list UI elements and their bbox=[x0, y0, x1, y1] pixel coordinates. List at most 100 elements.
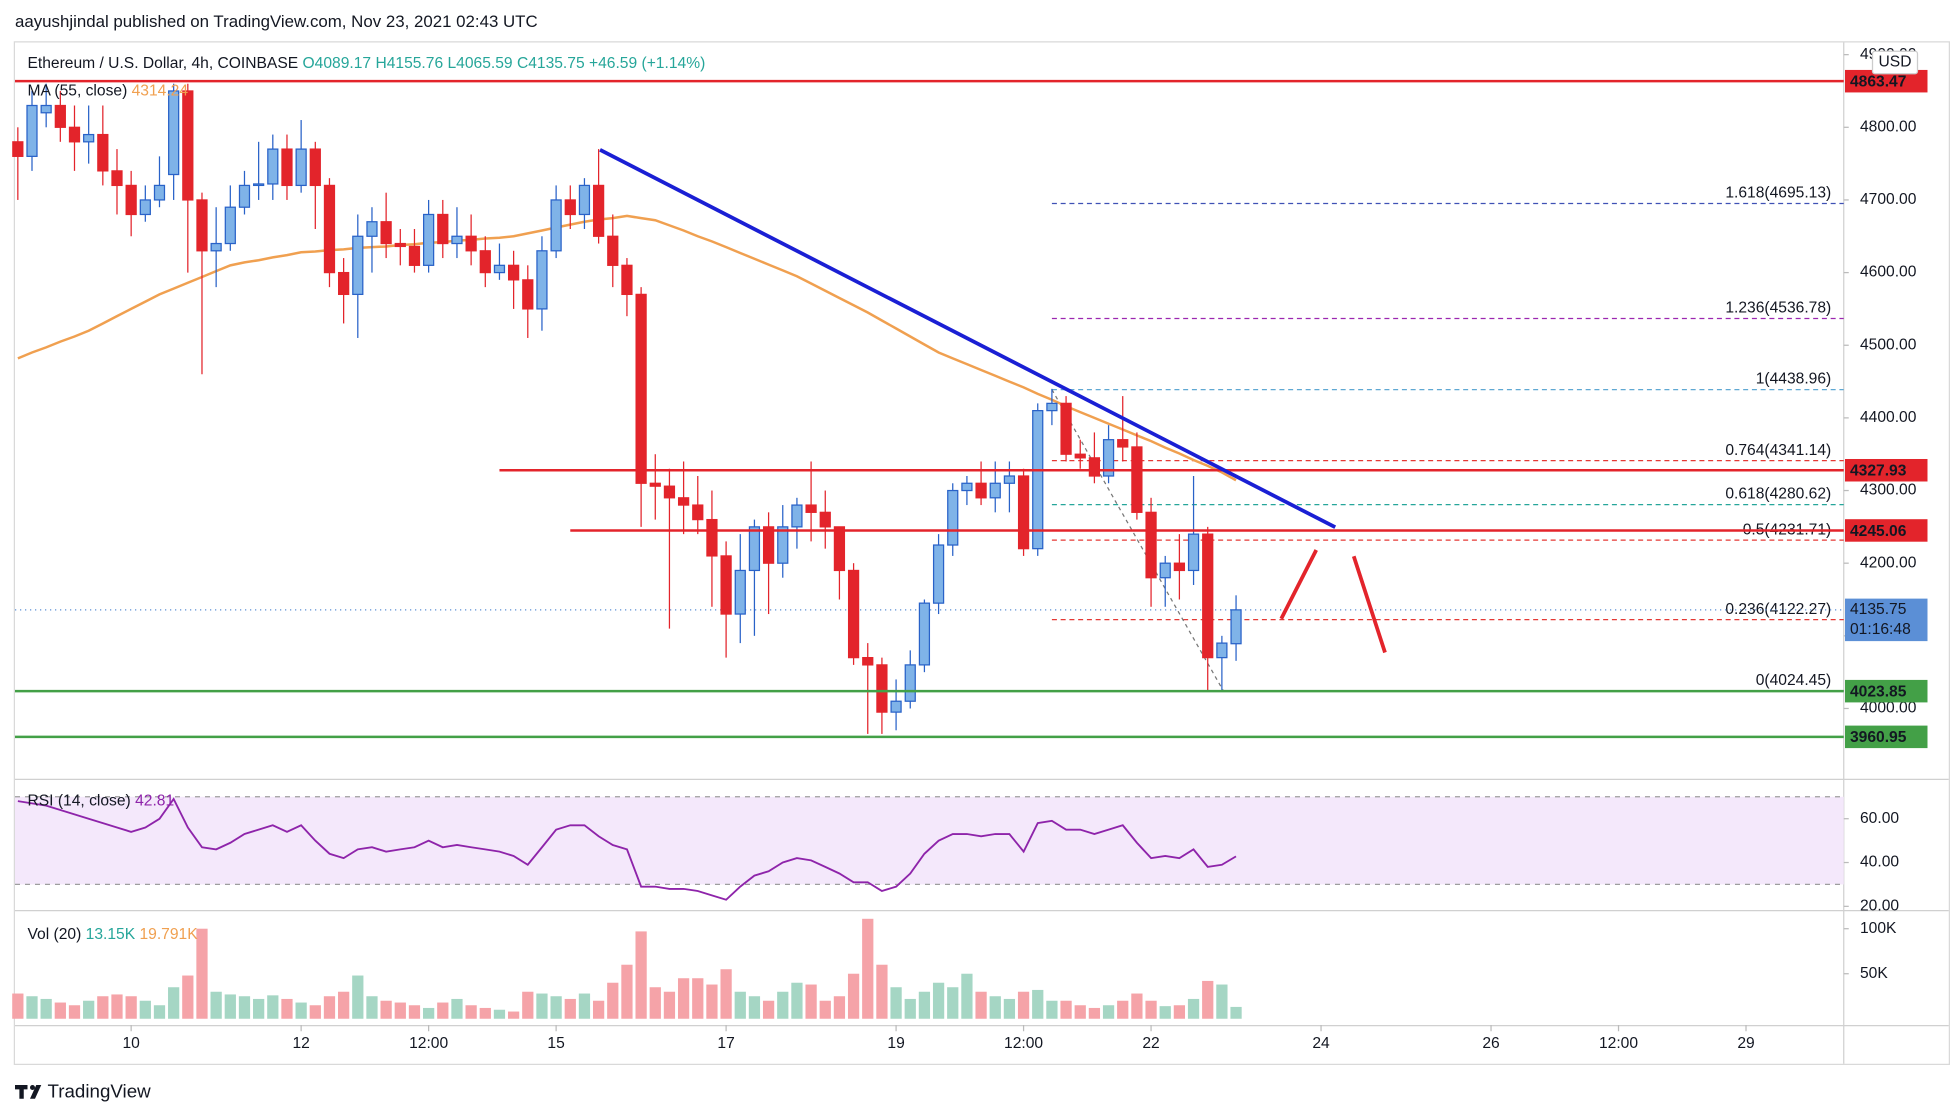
x-tick-label: 12:00 bbox=[1004, 1035, 1043, 1052]
candle-body bbox=[451, 235, 463, 245]
x-tick-label: 29 bbox=[1737, 1035, 1754, 1052]
candle-body bbox=[323, 184, 336, 274]
x-tick-label: 12:00 bbox=[1599, 1035, 1638, 1052]
level-label: 4327.93 bbox=[1850, 463, 1907, 480]
candle-body bbox=[238, 184, 251, 208]
volume-bar bbox=[253, 998, 265, 1019]
x-tick-label: 12 bbox=[292, 1035, 309, 1052]
candle-body bbox=[564, 199, 576, 216]
fib-label: 0.618(4280.62) bbox=[1725, 486, 1831, 503]
candle-body bbox=[1074, 453, 1086, 459]
volume-bar bbox=[267, 995, 279, 1019]
volume-bar bbox=[1173, 1005, 1186, 1019]
x-tick-label: 17 bbox=[717, 1035, 734, 1052]
symbol-title: Ethereum / U.S. Dollar, 4h, COINBASE bbox=[28, 55, 299, 72]
candle-body bbox=[507, 264, 520, 281]
price-label-box bbox=[1845, 519, 1928, 542]
volume-bar bbox=[352, 975, 364, 1019]
candle-body bbox=[1145, 511, 1157, 579]
y-tick-label: 4300.00 bbox=[1860, 482, 1917, 499]
currency-box bbox=[1871, 50, 1919, 75]
candle-body bbox=[522, 279, 534, 310]
y-tick-label: 4200.00 bbox=[1860, 554, 1917, 571]
rsi-header: RSI (14, close) 42.81 bbox=[28, 792, 175, 809]
volume-bar bbox=[592, 1000, 605, 1019]
candle-body bbox=[295, 148, 307, 187]
y-tick-label: 4000.00 bbox=[1860, 700, 1917, 717]
volume-bar bbox=[1060, 1000, 1072, 1019]
fib-label: 1.618(4695.13) bbox=[1725, 185, 1831, 202]
x-tick-label: 15 bbox=[547, 1035, 565, 1052]
y-tick-label: 60.00 bbox=[1860, 810, 1899, 827]
volume-bar bbox=[706, 984, 718, 1019]
candle-body bbox=[111, 170, 123, 187]
level-label: 4863.47 bbox=[1850, 74, 1906, 91]
volume-bar bbox=[451, 998, 463, 1019]
candle-body bbox=[83, 133, 95, 143]
volume-bar bbox=[1117, 1000, 1129, 1019]
volume-bar bbox=[692, 978, 704, 1019]
candle-body bbox=[182, 90, 194, 201]
volume-bar bbox=[366, 996, 378, 1019]
volume-bar bbox=[1032, 989, 1044, 1019]
candle-body bbox=[1159, 562, 1171, 579]
volume-bar bbox=[437, 1002, 449, 1019]
brand-name: TradingView bbox=[48, 1080, 152, 1101]
candle-body bbox=[1017, 475, 1030, 550]
volume-bar bbox=[635, 931, 647, 1019]
volume-bar bbox=[1216, 984, 1228, 1019]
volume-bar bbox=[805, 984, 817, 1019]
rsi-value: 42.81 bbox=[135, 792, 174, 809]
candle-body bbox=[54, 104, 66, 128]
ma-header: MA (55, close) 4314.24 bbox=[28, 82, 189, 99]
candle-body bbox=[819, 511, 831, 528]
candle-body bbox=[748, 526, 761, 572]
volume-bar bbox=[947, 987, 959, 1019]
volume-bar bbox=[677, 978, 690, 1019]
y-tick-label: 50K bbox=[1860, 965, 1888, 982]
x-tick-label: 24 bbox=[1312, 1035, 1330, 1052]
volume-bar bbox=[621, 964, 633, 1019]
candle-body bbox=[338, 271, 350, 296]
volume-bar bbox=[40, 998, 52, 1019]
vol-value: 13.15K bbox=[86, 926, 136, 943]
volume-bar bbox=[762, 1000, 775, 1019]
volume-bar bbox=[139, 1000, 151, 1019]
y-tick-label: 4800.00 bbox=[1860, 118, 1917, 135]
rsi-band bbox=[15, 796, 1844, 885]
ohlc-low: L4065.59 bbox=[447, 55, 512, 72]
level-label: 3960.95 bbox=[1850, 729, 1907, 746]
volume-bar bbox=[649, 987, 661, 1019]
rsi-line bbox=[17, 797, 1237, 901]
x-tick-label: 22 bbox=[1142, 1035, 1159, 1052]
volume-bar bbox=[1074, 1005, 1086, 1019]
candle-body bbox=[1187, 533, 1200, 572]
volume-bar bbox=[578, 993, 591, 1019]
candle-body bbox=[635, 293, 647, 484]
x-tick-label: 12:00 bbox=[409, 1035, 448, 1052]
volume-bar bbox=[281, 998, 293, 1019]
volume-bar bbox=[394, 1002, 406, 1019]
candle-body bbox=[862, 657, 874, 666]
candle-body bbox=[423, 213, 435, 266]
current-price-label: 4135.75 bbox=[1850, 601, 1907, 618]
candle-body bbox=[1003, 475, 1016, 484]
candle-body bbox=[40, 104, 52, 114]
fib-label: 1(4438.96) bbox=[1756, 371, 1832, 388]
y-tick-label: 4400.00 bbox=[1860, 409, 1917, 426]
ma-line bbox=[17, 214, 1237, 482]
volume-bar bbox=[550, 996, 562, 1019]
candle-body bbox=[153, 184, 166, 201]
volume-bar bbox=[295, 1002, 307, 1019]
ohlc-close: C4135.75 bbox=[517, 55, 585, 72]
volume-bar bbox=[876, 964, 888, 1019]
price-label-box bbox=[1845, 725, 1928, 749]
rsi-name: RSI (14, close) bbox=[28, 792, 131, 809]
volume-bar bbox=[380, 1000, 392, 1019]
candle-body bbox=[734, 569, 746, 615]
candle-body bbox=[649, 482, 661, 487]
volume-bar bbox=[536, 993, 548, 1019]
candle-body bbox=[196, 199, 208, 252]
